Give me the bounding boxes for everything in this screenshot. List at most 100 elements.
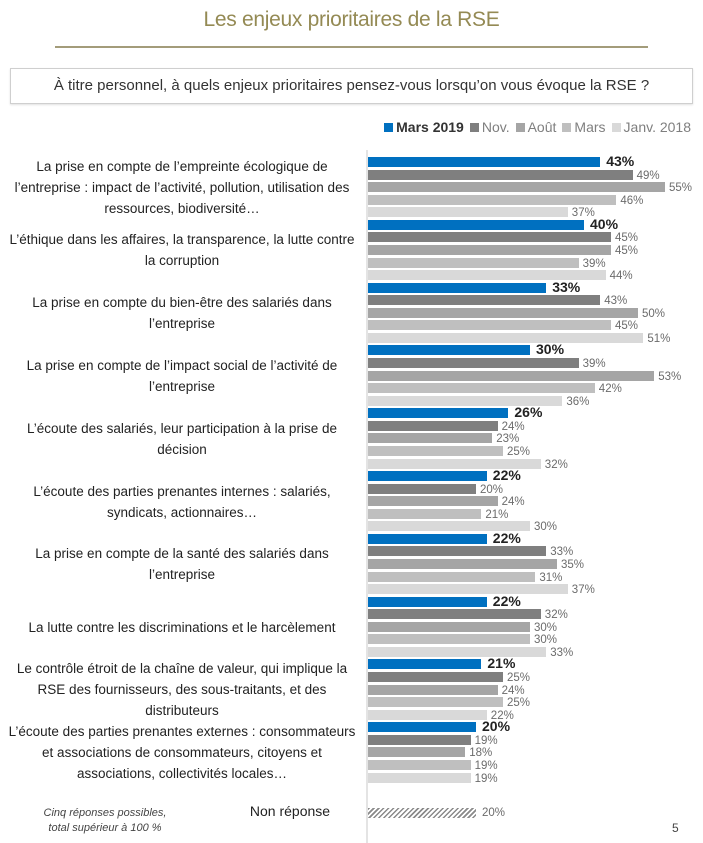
data-label: 55% [669, 182, 693, 195]
bar [368, 383, 595, 394]
data-label: 25% [507, 446, 531, 458]
data-label: 26% [514, 404, 543, 421]
bar [368, 333, 644, 343]
bar [368, 521, 530, 532]
bar [368, 584, 568, 595]
bar [368, 697, 503, 708]
data-label: 30% [534, 521, 558, 534]
data-label: 45% [615, 245, 639, 257]
data-label: 22% [490, 709, 514, 722]
data-label: 19% [474, 772, 498, 785]
category-label: La prise en compte de la santé des salar… [35, 546, 329, 583]
bar [368, 307, 638, 318]
data-label: 39% [582, 257, 606, 270]
bar [368, 747, 466, 758]
data-label: 33% [552, 278, 581, 295]
bar [368, 621, 530, 632]
legend-label: Août [527, 119, 557, 135]
data-label: 35% [561, 559, 585, 571]
data-label: 39% [582, 358, 606, 370]
data-label: 51% [647, 333, 671, 345]
bar [368, 420, 498, 431]
legend-label: Mars 2019 [396, 119, 464, 135]
data-label: 22% [492, 467, 521, 483]
non-response-label: Non réponse [249, 803, 331, 819]
data-label: 25% [507, 672, 531, 684]
bar [368, 295, 601, 306]
legend-item: Mars [562, 119, 606, 135]
data-label: 30% [536, 341, 565, 358]
bar [368, 169, 633, 180]
bar [368, 508, 482, 519]
data-label: 49% [636, 169, 660, 182]
bar-non-response [368, 808, 476, 818]
data-label: 23% [496, 433, 520, 446]
bar [368, 471, 487, 481]
data-label: 33% [550, 647, 574, 659]
data-label: 19% [474, 760, 498, 772]
bar [368, 571, 536, 582]
data-label: 25% [507, 697, 531, 710]
bar [368, 270, 606, 281]
bar [368, 446, 503, 456]
legend-swatch [469, 122, 479, 132]
page-title: Les enjeux prioritaires de la RSE [203, 8, 500, 31]
bar [368, 345, 530, 356]
data-label: 40% [590, 215, 619, 232]
bar [368, 458, 541, 469]
chart-axis [366, 150, 368, 843]
bar [368, 734, 471, 745]
data-label: 24% [501, 420, 525, 433]
data-label: 45% [615, 320, 639, 333]
bar [368, 546, 547, 557]
data-label: 36% [566, 395, 590, 408]
legend-item: Mars 2019 [384, 119, 464, 135]
data-label: 22% [492, 529, 521, 546]
data-label: 20% [482, 718, 511, 735]
bar [368, 182, 665, 193]
bar [368, 483, 476, 494]
data-label: 32% [544, 458, 568, 471]
data-label: 42% [598, 383, 622, 396]
bar [368, 647, 547, 657]
bar [368, 609, 541, 620]
data-label: 37% [571, 584, 595, 597]
data-label: 20% [480, 483, 504, 496]
category-label: L’écoute des parties prenantes internes … [33, 483, 331, 520]
category-label: L’écoute des parties prenantes externes … [8, 724, 356, 782]
category-label: L’éthique dans les affaires, la transpar… [9, 232, 355, 269]
bar [368, 659, 482, 670]
bar [368, 709, 487, 720]
category-label: La lutte contre les discriminations et l… [28, 619, 336, 635]
bar [368, 684, 498, 695]
legend-label: Nov. [481, 119, 510, 135]
footnote: Cinq réponses possibles, total supérieur… [20, 806, 190, 836]
bar [368, 496, 498, 507]
data-label: 20% [482, 807, 506, 819]
bar [368, 257, 579, 268]
bar [368, 722, 476, 733]
category-label: La prise en compte du bien-être des sala… [32, 295, 332, 332]
footnote-line: total supérieur à 100 % [48, 822, 162, 834]
bar [368, 395, 563, 406]
data-label: 30% [534, 634, 558, 647]
data-label: 37% [571, 207, 595, 220]
bar [368, 672, 503, 682]
legend-label: Mars [574, 119, 606, 135]
bar [368, 157, 601, 167]
legend-item: Août [515, 119, 557, 135]
bar [368, 358, 579, 368]
bar [368, 320, 611, 331]
data-label: 21% [487, 655, 516, 672]
data-label: 46% [620, 194, 644, 207]
bar [368, 533, 487, 544]
category-label: Le contrôle étroit de la chaîne de valeu… [16, 661, 348, 719]
bar [368, 219, 584, 230]
bar [368, 634, 530, 645]
legend-item: Nov. [469, 119, 510, 135]
category-label: La prise en compte de l’empreinte écolog… [14, 159, 350, 216]
bar [368, 194, 617, 205]
legend-swatch [611, 122, 621, 132]
category-label: L’écoute des salariés, leur participatio… [27, 420, 337, 457]
survey-question: À titre personnel, à quels enjeux priori… [10, 68, 693, 104]
